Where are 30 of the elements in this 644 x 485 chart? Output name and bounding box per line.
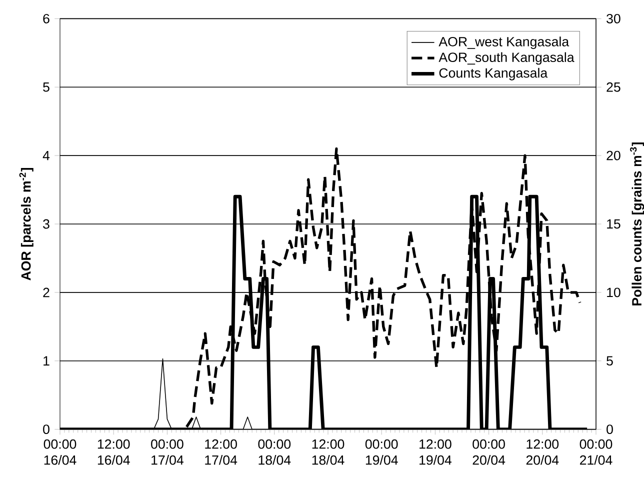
y2-tick-label: 5 <box>606 356 613 366</box>
x-tick-label: 00:00 19/04 <box>365 439 398 465</box>
legend-label: Counts Kangasala <box>439 68 548 80</box>
x-tick-label: 00:00 17/04 <box>151 439 184 465</box>
legend-label: AOR_south Kangasala <box>438 52 574 65</box>
x-tick-label: 12:00 20/04 <box>526 439 559 465</box>
y-tick-label: 0 <box>43 424 50 434</box>
y-tick-label: 2 <box>43 288 50 297</box>
y-tick-label: 5 <box>43 82 50 92</box>
y2-tick-label: 20 <box>606 150 620 160</box>
y2-axis-title: Pollen counts [grains m$^{-3}$] <box>630 142 644 306</box>
y-tick-label: 6 <box>43 14 50 24</box>
y2-tick-label: 10 <box>607 288 620 297</box>
y2-tick-label: 25 <box>606 82 620 92</box>
y2-tick-label: 0 <box>606 424 613 434</box>
legend-label: AOR_west Kangasala <box>438 36 570 49</box>
x-tick-label: 00:00 16/04 <box>44 439 76 465</box>
y2-tick-label: 15 <box>607 219 620 228</box>
x-tick-label: 12:00 18/04 <box>312 439 344 465</box>
y-tick-label: 1 <box>44 356 50 366</box>
x-tick-label: 00:00 18/04 <box>258 439 291 465</box>
x-tick-label: 00:00 20/04 <box>472 439 506 465</box>
x-tick-label: 12:00 16/04 <box>98 439 130 465</box>
y-tick-label: 4 <box>42 150 50 160</box>
x-tick-label: 12:00 17/04 <box>205 439 238 465</box>
x-tick-label: 00:00 21/04 <box>580 439 612 465</box>
y-axis-title: AOR [parcels m$^{-2}$] <box>19 168 34 280</box>
y-tick-label: 3 <box>43 219 50 229</box>
x-tick-label: 12:00 19/04 <box>420 439 452 465</box>
y2-tick-label: 30 <box>606 14 620 24</box>
